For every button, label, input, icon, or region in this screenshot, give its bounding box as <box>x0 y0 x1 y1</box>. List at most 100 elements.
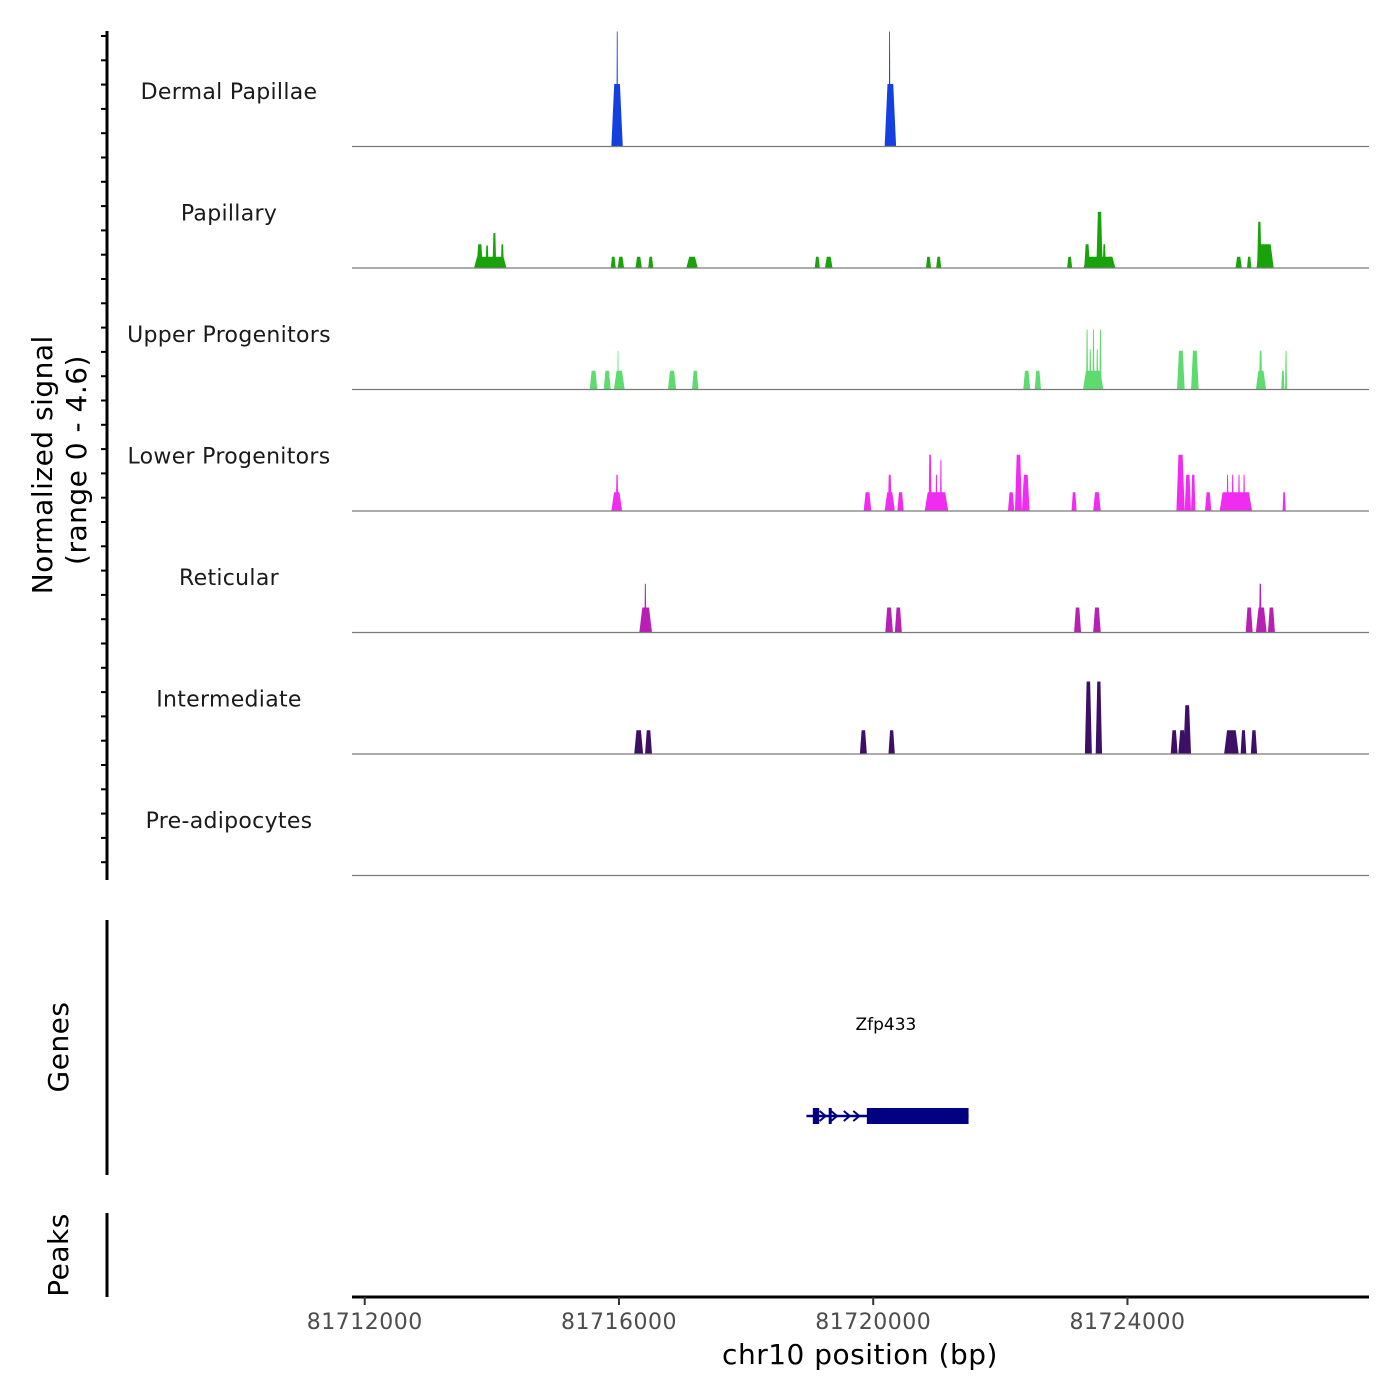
track-upper-progenitors <box>352 329 1369 391</box>
signal-peak <box>667 370 677 390</box>
signal-peak <box>1102 244 1106 268</box>
track-label-pre-adipocytes: Pre-adipocytes <box>146 809 313 834</box>
signal-peak <box>1084 681 1092 754</box>
signal-peak <box>1007 492 1015 511</box>
signal-y-axis-title: Normalized signal (range 0 - 4.6) <box>26 326 93 594</box>
track-label-dermal-papillae: Dermal Papillae <box>141 80 318 105</box>
signal-peak <box>1095 681 1103 754</box>
signal-peak <box>1259 350 1263 390</box>
signal-peak <box>814 256 820 268</box>
signal-tracks <box>352 31 1369 877</box>
signal-peak <box>634 730 644 754</box>
track-label-upper-progenitors: Upper Progenitors <box>127 323 331 348</box>
signal-peak <box>1177 350 1185 390</box>
signal-peak <box>824 256 833 268</box>
signal-peak <box>1034 370 1042 390</box>
signal-peak <box>1245 607 1253 633</box>
signal-peak <box>615 474 619 511</box>
signal-peak <box>887 474 892 511</box>
signal-peak <box>1235 256 1242 268</box>
signal-peak <box>1067 256 1073 268</box>
gene-exon <box>866 1108 969 1124</box>
signal-peak <box>1231 474 1234 511</box>
signal-peak <box>1099 329 1102 390</box>
signal-peak <box>1243 474 1246 511</box>
signal-peak <box>1240 730 1247 754</box>
signal-peak <box>897 492 904 511</box>
signal-peak <box>1023 370 1031 390</box>
y-axis-title-line2: (range 0 - 4.6) <box>60 355 93 565</box>
genes-track-title: Genes <box>42 1002 75 1093</box>
signal-peak <box>686 256 698 268</box>
signal-peak <box>1205 492 1212 511</box>
signal-peak <box>888 31 891 147</box>
signal-peak <box>885 607 893 633</box>
signal-peak <box>1176 454 1185 511</box>
signal-peak <box>1093 492 1101 511</box>
signal-peak <box>1285 350 1287 390</box>
signal-peak <box>476 244 483 268</box>
y-axis-title-line1: Normalized signal <box>26 335 59 594</box>
strand-arrow-icon <box>830 1110 839 1122</box>
gene-name-label: Zfp433 <box>855 1015 916 1035</box>
signal-peak <box>1170 730 1178 754</box>
track-labels: Dermal Papillae Papillary Upper Progenitor… <box>127 80 331 834</box>
track-intermediate <box>352 681 1369 755</box>
signal-peak <box>603 370 611 390</box>
signal-peak <box>863 492 872 511</box>
signal-peak <box>617 256 625 268</box>
signal-peak <box>1259 583 1262 633</box>
track-dermal-papillae <box>352 31 1369 148</box>
signal-peak <box>1226 474 1229 511</box>
signal-peak <box>692 370 699 390</box>
x-tick-label: 81712000 <box>307 1310 423 1335</box>
signal-peak <box>1184 474 1192 511</box>
signal-peak <box>1093 607 1101 633</box>
signal-peak <box>1246 256 1252 268</box>
track-papillary <box>352 211 1369 269</box>
x-tick-label: 81724000 <box>1069 1310 1185 1335</box>
signal-peak <box>1071 492 1077 511</box>
signal-peak <box>935 474 938 511</box>
signal-peak <box>1224 730 1239 754</box>
gene-track: Zfp433 <box>806 1015 969 1124</box>
signal-peak <box>936 256 942 268</box>
signal-peak <box>616 31 619 147</box>
x-axis-title: chr10 position (bp) <box>722 1338 998 1371</box>
signal-peak <box>1108 256 1113 268</box>
strand-arrow-icon <box>818 1110 828 1122</box>
signal-peak <box>884 84 897 147</box>
signal-peak <box>1191 350 1199 390</box>
track-label-intermediate: Intermediate <box>156 688 302 713</box>
signal-peak <box>1089 349 1092 390</box>
signal-peak <box>1282 492 1286 511</box>
signal-peak <box>894 607 902 633</box>
track-label-lower-progenitors: Lower Progenitors <box>127 445 330 470</box>
signal-peak <box>1084 244 1090 268</box>
strand-arrow-icon <box>852 1110 861 1122</box>
signal-peak <box>1267 607 1275 633</box>
signal-peak <box>939 459 942 511</box>
signal-peak <box>610 256 616 268</box>
signal-peak <box>1096 349 1099 390</box>
x-axis-ticks: 81712000 81716000 81720000 81724000 <box>307 1297 1185 1335</box>
x-tick-label: 81716000 <box>561 1310 677 1335</box>
signal-y-axis-ticks <box>101 35 107 864</box>
signal-peak <box>1250 730 1258 754</box>
signal-peak <box>648 256 654 268</box>
x-tick-label: 81720000 <box>815 1310 931 1335</box>
signal-peak <box>485 245 489 268</box>
signal-peak <box>492 233 497 268</box>
signal-peak <box>1219 492 1253 511</box>
track-lower-progenitors <box>352 454 1369 512</box>
signal-peak <box>635 256 642 268</box>
signal-peak <box>644 583 647 633</box>
strand-arrow-icon <box>843 1110 852 1122</box>
signal-peak <box>1183 705 1192 754</box>
signal-peak <box>1096 211 1103 268</box>
signal-peak <box>617 350 619 390</box>
track-reticular <box>352 583 1369 634</box>
peaks-track-title: Peaks <box>42 1213 75 1297</box>
signal-peak <box>500 244 504 268</box>
